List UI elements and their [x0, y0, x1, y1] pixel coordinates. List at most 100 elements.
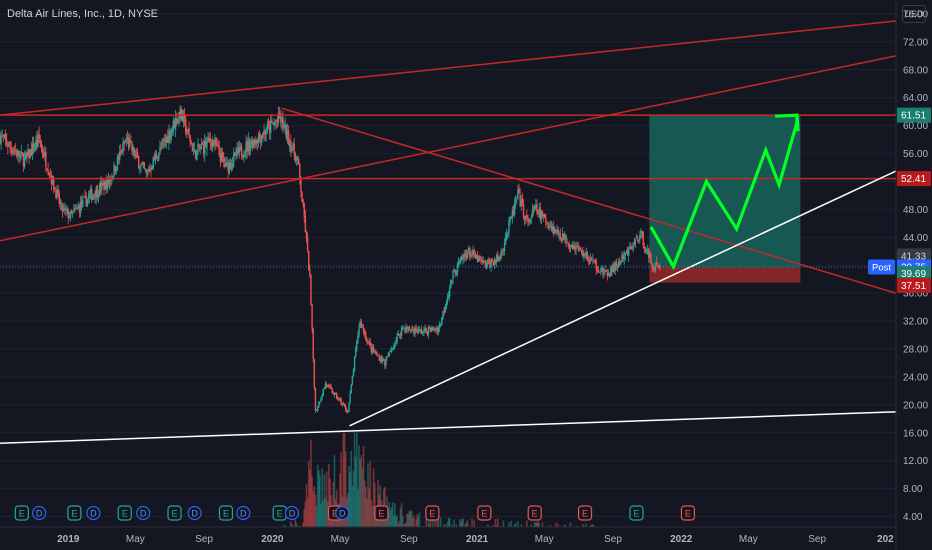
candle-body-155	[172, 120, 175, 131]
candle-body-166	[184, 118, 187, 133]
candle-body-79	[87, 196, 90, 200]
time-tick-2: Sep	[195, 534, 213, 545]
volume-bar-281	[313, 486, 316, 527]
candle-body-122	[135, 151, 138, 153]
candle-body-446	[498, 256, 500, 262]
price-tick-2: 68.00	[903, 65, 928, 76]
candle-body-462	[516, 199, 518, 201]
candle-body-392	[437, 328, 440, 333]
candle-body-373	[416, 330, 418, 333]
candle-body-83	[92, 195, 94, 200]
candle-body-506	[565, 234, 567, 244]
earnings-marker-13: E	[680, 505, 696, 521]
candle-body-572	[639, 235, 641, 241]
price-tick-16: 12.00	[903, 456, 928, 467]
earnings-marker-8: E	[425, 505, 440, 521]
candle-body-467	[521, 199, 524, 205]
volume-bar-445	[496, 518, 499, 527]
candle-body-258	[287, 130, 290, 146]
candle-body-333	[371, 347, 374, 352]
volume-bar-287	[320, 503, 322, 527]
candle-body-410	[457, 261, 460, 264]
candle-body-547	[611, 266, 613, 272]
candle-body-463	[517, 189, 519, 199]
volume-bar-338	[377, 480, 379, 527]
svg-text:D: D	[90, 509, 97, 519]
time-axis[interactable]: 2019 May Sep 2020 May Sep 2021 May Sep 2022 May Sep…	[57, 534, 894, 545]
candle-body-507	[566, 242, 568, 244]
candle-body-316	[352, 369, 355, 376]
candle-body-544	[607, 273, 610, 276]
candle-body-57	[63, 208, 65, 211]
candle-body-342	[381, 359, 384, 362]
volume-bar-402	[448, 518, 451, 527]
candle-body-260	[290, 140, 292, 152]
dividend-marker-1: D	[86, 505, 101, 521]
trendlines[interactable]	[0, 20, 896, 444]
candle-body-409	[456, 262, 459, 273]
candle-body-204	[227, 163, 229, 172]
volume-bar-356	[397, 524, 400, 527]
candle-body-131	[145, 169, 148, 172]
candle-body-374	[417, 328, 420, 333]
candle-body-394	[440, 323, 442, 326]
candle-body-458	[511, 210, 514, 219]
candle-body-181	[201, 143, 204, 145]
candle-body-138	[153, 159, 156, 161]
candle-body-411	[459, 260, 461, 263]
candle-body-573	[640, 230, 642, 234]
chart-title: Delta Air Lines, Inc., 1D, NYSE	[7, 8, 159, 20]
currency-button[interactable]: USD	[902, 5, 926, 23]
candle-body-27	[29, 149, 31, 159]
candle-body-408	[455, 271, 458, 275]
candle-body-389	[434, 329, 436, 331]
price-axis[interactable]: 76.0072.0068.0064.0060.0056.0052.0048.00…	[903, 9, 928, 523]
volume-bar-254	[283, 525, 285, 527]
candle-body-308	[343, 404, 346, 407]
candle-body-227	[253, 139, 255, 147]
volume-bar-293	[326, 501, 329, 527]
candle-body-220	[245, 142, 247, 152]
candle-body-347	[387, 355, 389, 357]
candle-body-405	[452, 270, 454, 280]
volume-bar-361	[403, 525, 405, 527]
svg-text:E: E	[481, 509, 487, 519]
candle-body-238	[265, 131, 267, 134]
candle-body-340	[379, 358, 382, 362]
candle-body-477	[532, 209, 535, 211]
candle-body-302	[337, 398, 339, 400]
price-tick-0: 76.00	[903, 9, 928, 20]
candle-body-268	[299, 163, 301, 179]
candle-body-136	[151, 168, 153, 171]
price-tick-13: 24.00	[903, 372, 928, 383]
volume-bar-481	[537, 521, 539, 527]
candle-body-162	[180, 108, 182, 120]
candle-body-142	[158, 154, 160, 160]
candle-body-205	[228, 161, 231, 174]
candle-body-123	[136, 152, 139, 158]
candle-body-178	[198, 143, 200, 150]
candle-body-553	[617, 261, 620, 267]
candle-body-96	[106, 178, 109, 189]
time-tick-1: May	[126, 534, 145, 545]
candle-body-318	[355, 348, 357, 358]
candle-body-502	[560, 239, 563, 241]
projection-path[interactable]	[649, 113, 800, 271]
candle-body-283	[315, 410, 318, 412]
earnings-markers[interactable]: E E E E E E E E E E E E E ED D D D D D D	[14, 505, 696, 521]
candle-body-353	[394, 344, 396, 347]
candle-body-282	[314, 387, 317, 411]
candle-body-86	[95, 187, 97, 199]
candle-body-130	[144, 170, 147, 172]
candle-body-51	[56, 190, 58, 198]
candle-body-528	[589, 258, 592, 262]
volume-bar-317	[353, 432, 356, 527]
volume-bar-443	[494, 518, 497, 527]
candle-body-49	[54, 187, 56, 189]
candle-body-277	[309, 269, 311, 277]
candle-body-34	[37, 135, 39, 147]
candle-body-309	[344, 406, 347, 410]
candle-body-330	[368, 341, 370, 343]
candle-body-210	[234, 152, 236, 153]
